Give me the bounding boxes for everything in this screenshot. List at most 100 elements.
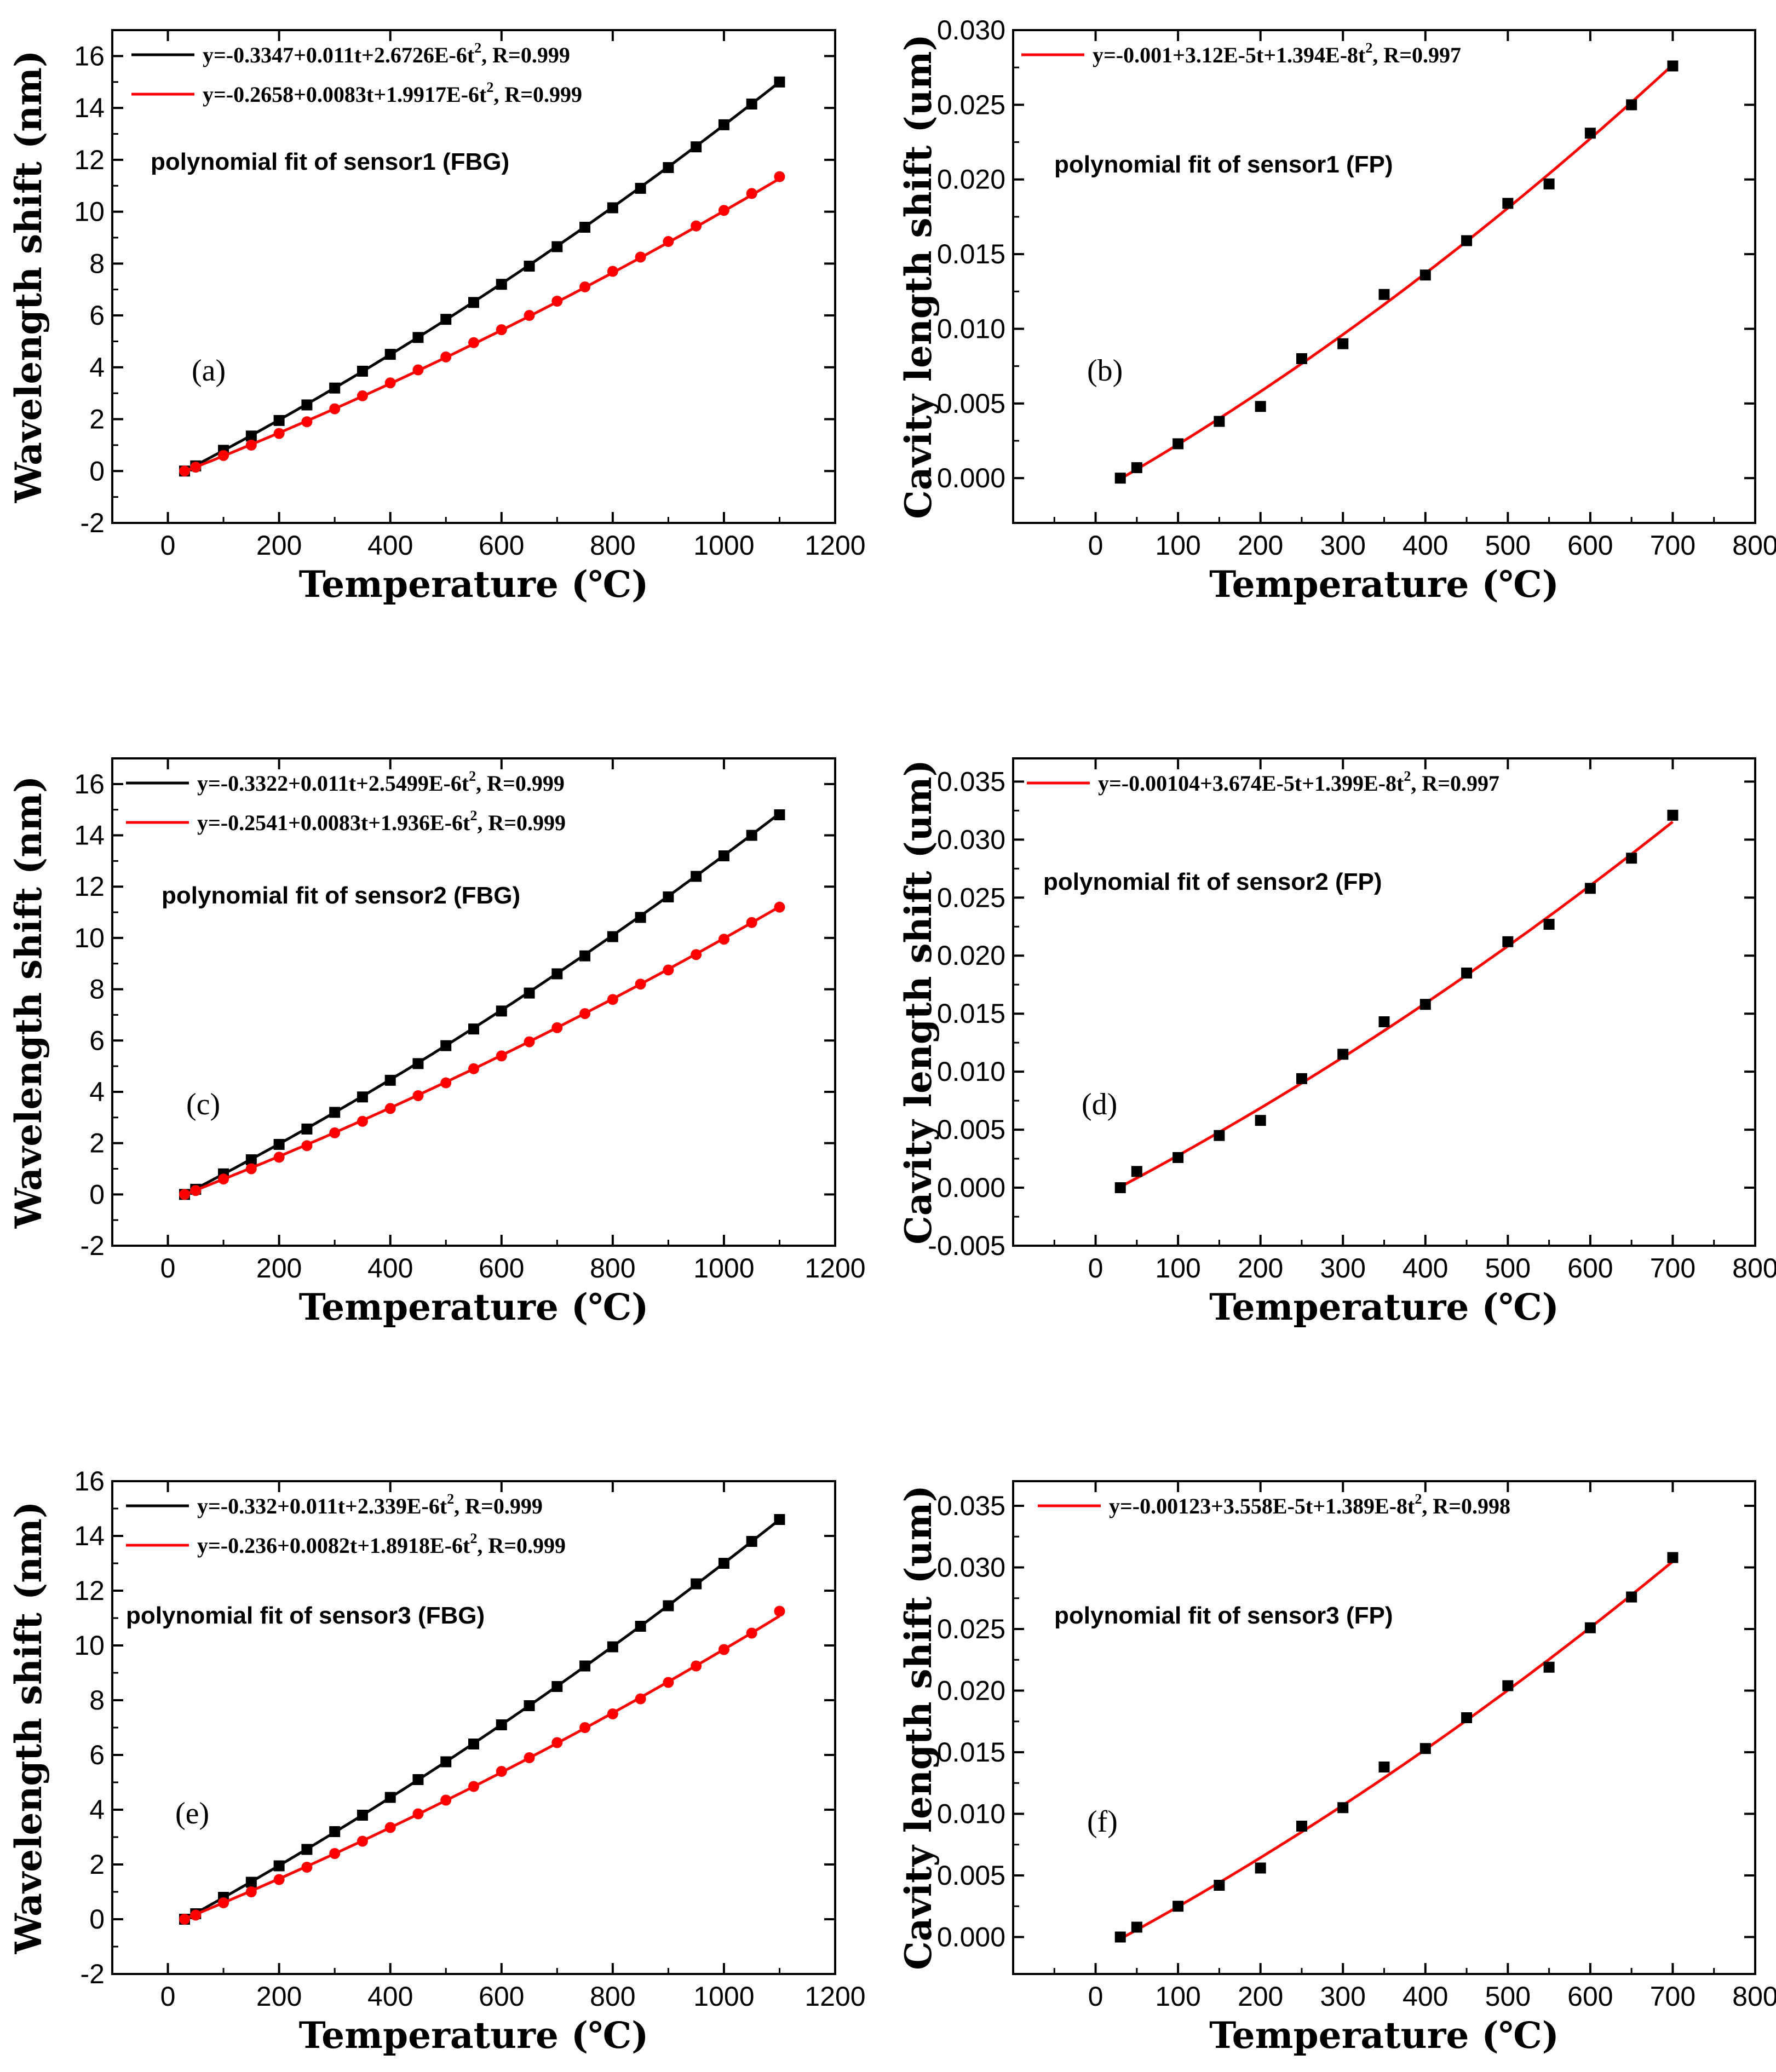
fit-annotation: polynomial fit of sensor3 (FBG) [126,1602,485,1629]
y-axis-title: Wavelength shift (nm) [7,776,50,1229]
x-tick-label: 800 [1732,530,1776,561]
data-point-black [663,162,674,174]
y-tick-label: 16 [74,769,105,799]
data-point-black [1296,1821,1307,1832]
y-tick-label: 2 [89,1128,105,1159]
data-point-black [1255,401,1266,412]
data-point-black [1114,473,1126,484]
y-axis-title: Wavelength shift (nm) [7,1501,50,1954]
legend-label-red: y=-0.2658+0.0083t+1.9917E-6t2, R=0.999 [203,79,582,107]
data-point-black [746,1536,757,1547]
data-point-black [273,1860,285,1872]
data-point-black [524,987,535,999]
data-point-red [245,439,257,451]
plot-frame [1012,29,1756,524]
data-point-black [273,1138,285,1150]
data-point-black [579,222,591,233]
x-tick-label: 200 [1238,530,1283,561]
data-point-black [718,850,729,861]
x-tick-label: 700 [1650,530,1695,561]
data-point-red [384,377,396,389]
x-tick-label: 500 [1485,530,1531,561]
legend-exponent: 2 [1404,768,1411,784]
y-tick-label: 0.000 [937,463,1005,493]
legend-r-value: , R=0.999 [477,1533,566,1558]
y-tick-label: 16 [74,41,105,71]
data-point-black [329,382,341,394]
y-tick-label: 0 [89,1179,105,1210]
data-point-red [551,1737,563,1748]
data-point-red [301,416,313,428]
data-point-black [301,399,313,411]
x-tick-label: 1200 [804,530,865,561]
data-point-black [1584,883,1596,894]
data-point-black [774,809,785,821]
x-axis-title: Temperature (℃) [299,1286,649,1328]
data-point-red [468,1781,479,1792]
legend-equation: y=-0.2658+0.0083t+1.9917E-6t [203,82,487,107]
data-point-red [179,465,190,477]
data-point-black [1378,1016,1390,1028]
legend-exponent: 2 [1365,40,1372,56]
data-point-black [1172,438,1184,450]
data-point-red [384,1103,396,1114]
data-point-black [1419,1743,1431,1754]
panel-f: 0 100 200 300 400 500 600 700 800 0.000 0.005 0.010… [897,1480,1776,2057]
x-tick-label: 800 [590,1981,635,2012]
y-tick-label: 12 [74,1575,105,1606]
y-tick-label: 0.020 [937,164,1005,195]
x-tick-label: 600 [1567,1253,1613,1284]
data-point-black [1131,1921,1142,1933]
data-point-black [412,1058,424,1069]
data-point-black [1214,416,1225,427]
data-point-red [468,337,479,348]
data-point-black [607,931,618,942]
x-tick-label: 0 [160,1253,176,1284]
data-point-black [468,1739,479,1749]
data-point-red [524,1752,535,1763]
y-tick-label: 0.000 [937,1172,1005,1203]
x-axis-title: Temperature (℃) [299,563,649,606]
data-point-black [440,1756,452,1768]
data-point-black [496,1719,507,1730]
y-tick-label: 8 [89,974,105,1005]
panel-label: (b) [1087,354,1123,388]
data-point-red [179,1189,190,1200]
legend-equation: y=-0.2541+0.0083t+1.936E-6t [197,810,470,835]
data-point-black [440,1040,452,1051]
data-point-red [718,205,729,216]
data-point-red [663,964,674,976]
data-point-black [1543,178,1555,189]
data-point-red [718,1644,729,1655]
x-tick-label: 400 [367,1253,413,1284]
legend-equation: y=-0.00123+3.558E-5t+1.389E-8t [1109,1494,1415,1518]
x-tick-label: 1000 [693,1253,754,1284]
y-tick-label: 14 [74,820,105,851]
data-point-black [412,1774,424,1785]
y-tick-label: 0.025 [937,89,1005,120]
fit-line-black [183,1518,781,1921]
fit-line-black [183,80,781,473]
data-point-black [245,430,257,442]
legend-label-black: y=-0.00104+3.674E-5t+1.399E-8t2, R=0.997 [1098,768,1499,796]
data-point-black [384,1792,396,1803]
x-tick-label: 600 [479,1253,524,1284]
data-point-black [1131,462,1142,474]
legend-label-red: y=-0.2541+0.0083t+1.936E-6t2, R=0.999 [197,808,566,835]
data-point-black [551,1681,563,1692]
y-tick-label: 4 [89,1794,105,1825]
fit-annotation: polynomial fit of sensor3 (FP) [1054,1602,1393,1629]
legend-exponent: 2 [470,1530,477,1546]
data-point-red [774,1605,785,1617]
data-point-black [1584,128,1596,139]
data-point-black [1626,99,1637,111]
fit-line-black [1119,1560,1674,1941]
x-tick-label: 800 [590,1253,635,1284]
y-tick-label: -0.005 [928,1230,1005,1261]
legend-exponent: 2 [486,79,493,95]
y-tick-label: 0.005 [937,388,1005,419]
data-point-red [412,364,424,376]
panel-c: 0 200 400 600 800 1000 1200 -2 0 2 4 6 8 10 12 14 16 Temp… [7,757,866,1328]
x-tick-label: 600 [479,530,524,561]
fit-line-red [184,177,780,473]
